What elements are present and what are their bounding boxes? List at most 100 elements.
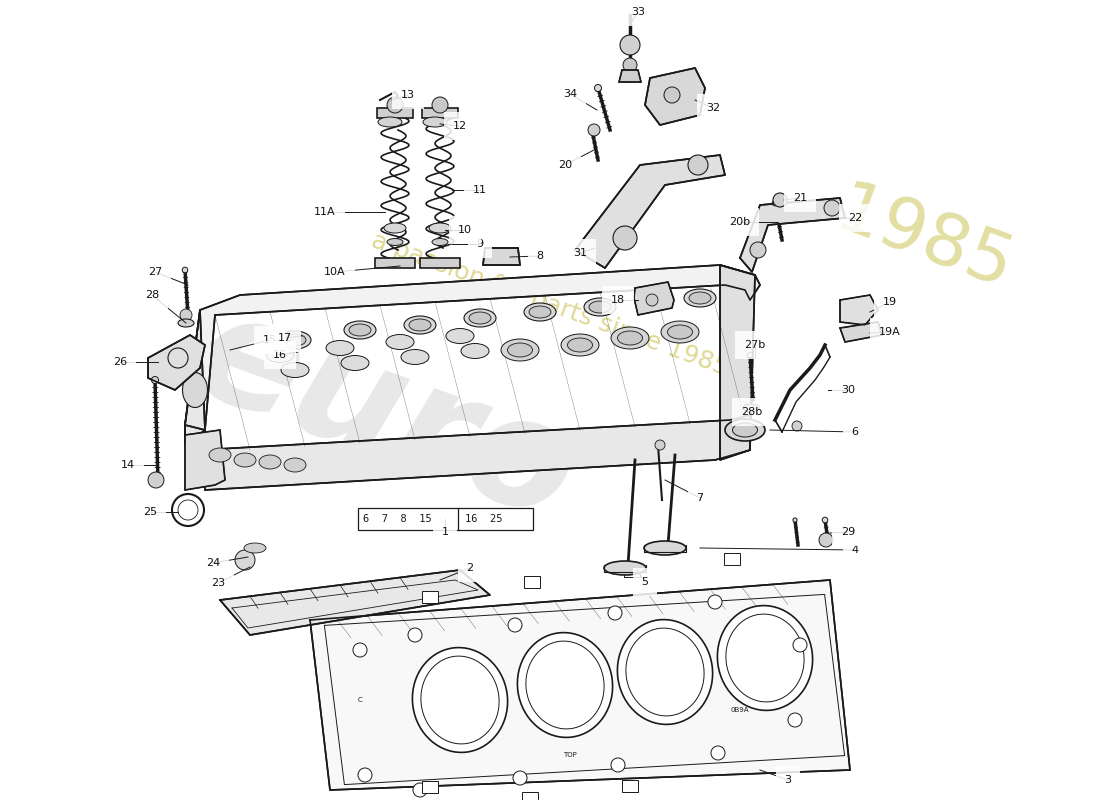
Ellipse shape: [668, 325, 693, 339]
Circle shape: [793, 638, 807, 652]
Ellipse shape: [742, 404, 759, 412]
Ellipse shape: [644, 541, 686, 555]
Ellipse shape: [424, 117, 447, 127]
Polygon shape: [720, 265, 755, 460]
Circle shape: [772, 200, 778, 206]
Ellipse shape: [644, 296, 666, 308]
Circle shape: [824, 200, 840, 216]
Text: 1: 1: [441, 527, 449, 537]
Circle shape: [820, 533, 833, 547]
Ellipse shape: [500, 339, 539, 361]
Bar: [621, 780, 638, 792]
Polygon shape: [840, 322, 882, 342]
Ellipse shape: [429, 223, 451, 233]
Circle shape: [387, 97, 403, 113]
Polygon shape: [645, 68, 705, 125]
Ellipse shape: [178, 319, 194, 327]
Polygon shape: [377, 108, 412, 118]
Polygon shape: [220, 570, 490, 635]
Polygon shape: [148, 335, 205, 390]
Bar: [724, 553, 740, 565]
Ellipse shape: [387, 238, 403, 246]
Ellipse shape: [661, 321, 698, 343]
Text: 24: 24: [206, 558, 220, 568]
Ellipse shape: [378, 117, 402, 127]
Ellipse shape: [341, 355, 368, 370]
Circle shape: [608, 606, 622, 620]
Circle shape: [152, 377, 158, 383]
Ellipse shape: [464, 309, 496, 327]
Polygon shape: [483, 248, 520, 265]
Text: 19A: 19A: [879, 327, 901, 337]
Ellipse shape: [432, 238, 448, 246]
Circle shape: [412, 783, 427, 797]
Text: a passion for parts since 1985: a passion for parts since 1985: [368, 228, 732, 380]
Text: 14: 14: [121, 460, 135, 470]
Polygon shape: [619, 70, 641, 82]
Ellipse shape: [733, 423, 758, 437]
Text: 29: 29: [840, 527, 855, 537]
Text: 26: 26: [113, 357, 128, 367]
Circle shape: [664, 87, 680, 103]
Circle shape: [432, 97, 448, 113]
Ellipse shape: [604, 561, 646, 575]
Polygon shape: [185, 415, 750, 490]
Circle shape: [788, 713, 802, 727]
Circle shape: [747, 352, 752, 358]
Ellipse shape: [689, 292, 711, 304]
Ellipse shape: [404, 316, 436, 334]
Circle shape: [792, 421, 802, 431]
Ellipse shape: [280, 362, 309, 378]
Text: 15: 15: [263, 335, 277, 345]
Polygon shape: [375, 258, 415, 268]
Polygon shape: [310, 580, 850, 790]
Text: 32: 32: [706, 103, 721, 113]
Circle shape: [688, 155, 708, 175]
Text: 9: 9: [476, 239, 484, 249]
Circle shape: [513, 771, 527, 785]
Text: 21: 21: [793, 193, 807, 203]
Ellipse shape: [584, 298, 616, 316]
Text: TOP: TOP: [563, 752, 576, 758]
Ellipse shape: [209, 448, 231, 462]
Polygon shape: [740, 198, 845, 272]
Text: 33: 33: [631, 7, 645, 17]
Text: 13: 13: [402, 90, 415, 100]
Text: 0B9A: 0B9A: [730, 707, 749, 713]
Text: 3: 3: [784, 775, 792, 785]
Ellipse shape: [588, 301, 610, 313]
Text: 20: 20: [558, 160, 572, 170]
Ellipse shape: [384, 223, 406, 233]
Text: 16: 16: [273, 350, 287, 360]
Text: 6: 6: [851, 427, 858, 437]
Circle shape: [822, 517, 828, 523]
Ellipse shape: [412, 647, 507, 753]
Text: 27: 27: [147, 267, 162, 277]
Text: 20b: 20b: [729, 217, 750, 227]
Ellipse shape: [349, 324, 371, 336]
Ellipse shape: [610, 327, 649, 349]
Circle shape: [610, 758, 625, 772]
Bar: [624, 565, 640, 577]
Polygon shape: [420, 258, 460, 268]
Text: 11: 11: [473, 185, 487, 195]
Polygon shape: [840, 295, 878, 325]
Ellipse shape: [344, 321, 376, 339]
Ellipse shape: [507, 343, 532, 357]
Ellipse shape: [409, 319, 431, 331]
Ellipse shape: [617, 619, 713, 725]
Text: 4: 4: [851, 545, 859, 555]
Ellipse shape: [517, 633, 613, 738]
Ellipse shape: [244, 543, 266, 553]
Ellipse shape: [402, 350, 429, 365]
Polygon shape: [634, 282, 674, 315]
Circle shape: [623, 58, 637, 72]
Text: 27b: 27b: [745, 340, 766, 350]
Text: 6  7  8  15: 6 7 8 15: [363, 514, 431, 524]
Text: 10A: 10A: [324, 267, 345, 277]
Polygon shape: [575, 155, 725, 268]
Ellipse shape: [717, 606, 813, 710]
Text: 23: 23: [211, 578, 226, 588]
Ellipse shape: [639, 293, 671, 311]
Circle shape: [408, 628, 422, 642]
